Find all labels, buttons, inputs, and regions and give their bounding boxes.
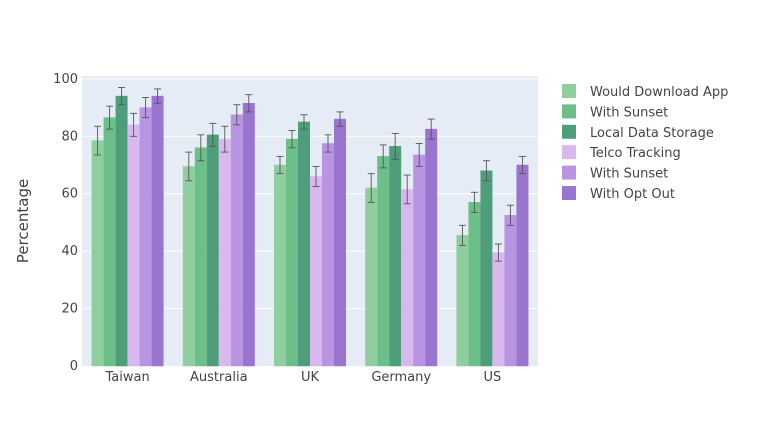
bar (194, 147, 207, 367)
bar (139, 107, 152, 367)
x-tick-label: Australia (190, 370, 248, 385)
x-tick-labels: Taiwan Australia UK Germany US (104, 370, 501, 385)
bar (413, 154, 426, 367)
bar (389, 146, 402, 367)
bar (127, 124, 140, 367)
legend-label: Local Data Storage (590, 126, 714, 141)
bar (91, 140, 104, 367)
x-tick-label: US (484, 370, 502, 385)
bar (504, 215, 517, 367)
legend-label: Telco Tracking (589, 146, 681, 161)
bar (516, 164, 529, 367)
bars (91, 95, 529, 367)
y-tick-label: 0 (70, 359, 78, 374)
legend-swatch (562, 124, 576, 139)
y-tick-label: 20 (61, 302, 78, 317)
y-tick-label: 40 (61, 244, 78, 259)
bar (456, 235, 469, 367)
bar (480, 170, 493, 367)
error-bars (94, 87, 526, 262)
bar (425, 128, 438, 367)
bar (334, 118, 346, 367)
legend-label: Would Download App (590, 85, 728, 100)
bar (468, 202, 481, 367)
legend-swatch (562, 104, 576, 119)
legend: Would Download App With Sunset Local Data … (562, 84, 728, 202)
legend-swatch (562, 186, 576, 200)
legend-swatch (562, 145, 576, 160)
legend-label: With Sunset (590, 167, 668, 182)
bar (151, 95, 164, 367)
bar (230, 114, 243, 367)
y-axis-label: Percentage (14, 179, 32, 263)
x-tick-label: Taiwan (104, 370, 149, 385)
legend-label: With Opt Out (590, 187, 675, 202)
bar (286, 138, 298, 367)
bar (401, 189, 414, 367)
bar (218, 138, 231, 367)
bar (103, 117, 116, 367)
bar (310, 176, 322, 367)
legend-swatch (562, 84, 576, 98)
legend-swatch (562, 165, 576, 180)
y-tick-label: 60 (61, 187, 78, 202)
bar (298, 121, 310, 367)
bar (206, 134, 219, 367)
bar (115, 95, 128, 367)
y-tick-label: 80 (61, 129, 78, 144)
bar (377, 156, 390, 367)
y-tick-labels: 0 20 40 60 80 100 (53, 72, 78, 374)
bar (274, 164, 286, 367)
bar (182, 166, 195, 367)
bar (242, 103, 255, 367)
bar (365, 187, 378, 367)
bar (322, 143, 334, 367)
legend-label: With Sunset (590, 105, 668, 120)
bar (492, 252, 505, 367)
x-tick-label: UK (301, 370, 320, 385)
x-tick-label: Germany (371, 370, 431, 385)
y-tick-label: 100 (53, 72, 78, 87)
